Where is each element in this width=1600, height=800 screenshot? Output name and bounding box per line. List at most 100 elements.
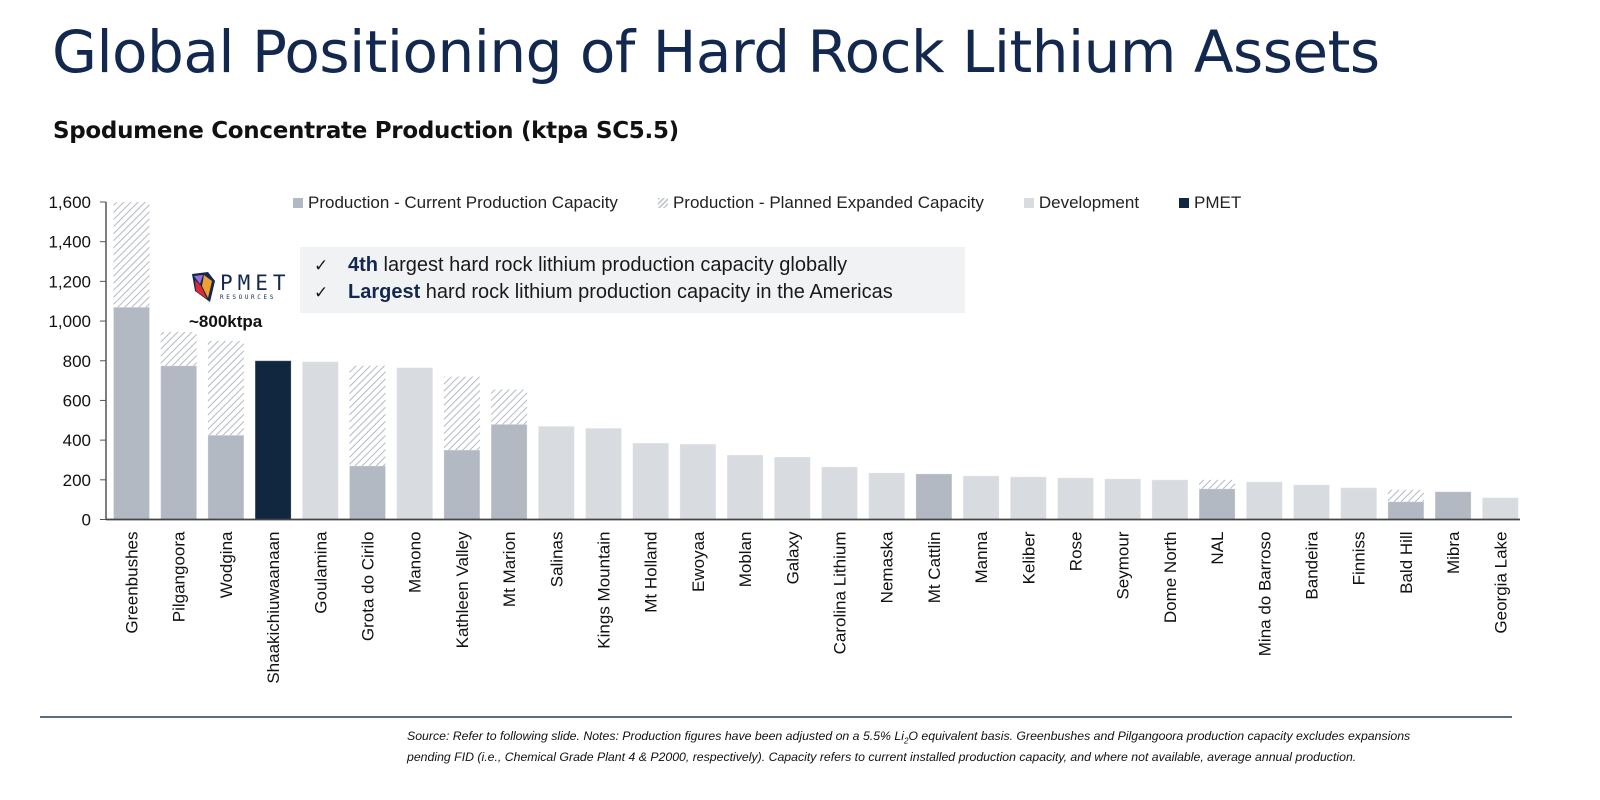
bar-planned-expansion xyxy=(160,331,197,366)
y-tick-label: 400 xyxy=(63,431,91,450)
bar-current-capacity xyxy=(443,449,481,520)
bar-current-capacity xyxy=(915,473,953,520)
y-tick-label: 1,000 xyxy=(48,312,91,331)
callout-text: largest hard rock lithium production cap… xyxy=(378,254,848,276)
bar-current-capacity xyxy=(1198,488,1236,520)
bar-group xyxy=(537,425,575,520)
bar-current-capacity xyxy=(349,465,386,520)
bar-development xyxy=(537,425,575,520)
bar-development xyxy=(1104,478,1142,520)
x-tick-label: Ewoyaa xyxy=(689,531,708,592)
logo-subtext: RESOURCES xyxy=(220,294,276,301)
x-tick-label: Rose xyxy=(1067,532,1086,572)
footer-divider xyxy=(40,716,1512,718)
callout-bold: 4th xyxy=(348,254,378,276)
bar-group xyxy=(207,340,245,520)
page-title: Global Positioning of Hard Rock Lithium … xyxy=(52,18,1380,86)
bar-current-capacity xyxy=(1387,501,1425,520)
bar-planned-expansion xyxy=(113,202,150,308)
y-tick-label: 0 xyxy=(82,511,91,530)
bar-pmet xyxy=(254,360,292,520)
bar-current-capacity xyxy=(113,306,150,520)
checkmark-icon: ✓ xyxy=(314,256,329,276)
x-tick-label: Manna xyxy=(972,531,991,584)
legend-label: Development xyxy=(1038,193,1140,212)
legend-item-development: Development xyxy=(1023,193,1140,213)
bar-group xyxy=(349,365,386,520)
y-tick-label: 600 xyxy=(63,391,91,410)
bar-development xyxy=(396,367,434,520)
bar-group xyxy=(821,466,858,520)
callout-text: hard rock lithium production capacity in… xyxy=(420,281,893,303)
bar-current-capacity xyxy=(490,423,528,520)
bar-planned-expansion xyxy=(1199,479,1236,489)
bar-group xyxy=(632,442,670,520)
bar-group xyxy=(443,376,481,520)
x-tick-label: Seymour xyxy=(1114,531,1133,599)
bar-development xyxy=(1481,497,1519,520)
x-tick-label: Kings Mountain xyxy=(595,532,614,649)
x-tick-label: Georgia Lake xyxy=(1491,532,1510,634)
x-tick-label: Kathleen Valley xyxy=(453,531,472,648)
bar-planned-expansion xyxy=(491,389,528,425)
x-tick-label: Mibra xyxy=(1444,531,1463,574)
x-tick-label: Salinas xyxy=(547,532,566,588)
pmet-capacity-annotation: ~800ktpa xyxy=(189,312,263,331)
bar-group xyxy=(1387,489,1425,520)
y-tick-label: 200 xyxy=(63,471,91,490)
bar-group xyxy=(1057,477,1094,520)
y-axis: 0 200 400 600 800 1,000 1,200 1,400 1,600 xyxy=(48,193,107,530)
legend-item-expanded: Production - Planned Expanded Capacity xyxy=(657,193,984,213)
x-tick-label: Galaxy xyxy=(783,531,802,584)
bar-development xyxy=(868,472,906,520)
legend-label: Production - Current Production Capacity xyxy=(308,193,618,212)
x-tick-label: Pilgangoora xyxy=(170,531,189,622)
bar-development xyxy=(1340,487,1378,520)
x-axis-labels: Greenbushes Pilgangoora Wodgina Shaakichiuw… xyxy=(123,531,1511,684)
bar-group xyxy=(1198,479,1236,520)
pmet-crystal-logo-icon xyxy=(192,272,215,302)
footnote-text: O equivalent basis. Greenbushes and Pilg… xyxy=(407,729,1411,765)
bar-group xyxy=(396,367,434,520)
x-tick-label: Nemaska xyxy=(878,531,897,603)
legend-swatch-development xyxy=(1023,198,1034,208)
callout-bold: Largest xyxy=(348,281,421,303)
highlights-callout: ✓ 4th largest hard rock lithium productio… xyxy=(300,247,965,313)
footnote-text: Source: Refer to following slide. Notes:… xyxy=(407,729,904,743)
bar-group xyxy=(1151,479,1189,520)
bar-development xyxy=(632,442,670,520)
legend-item-current: Production - Current Production Capacity xyxy=(293,193,618,213)
legend-label: Production - Planned Expanded Capacity xyxy=(672,193,984,212)
x-tick-label: Mt Holland xyxy=(642,532,661,613)
bar-development xyxy=(1151,479,1189,520)
x-tick-label: Mt Marion xyxy=(500,532,519,608)
callout-line: ✓ Largest hard rock lithium production ca… xyxy=(314,281,893,304)
bar-current-capacity xyxy=(207,434,245,520)
x-tick-label: Greenbushes xyxy=(123,532,142,634)
bar-group xyxy=(1293,484,1330,520)
x-tick-label: Mina do Barroso xyxy=(1255,532,1274,657)
x-tick-label: Bald Hill xyxy=(1397,532,1416,594)
bar-planned-expansion xyxy=(207,340,244,436)
bar-planned-expansion xyxy=(1387,489,1424,502)
x-tick-label: Mt Cattlin xyxy=(925,532,944,604)
bar-group xyxy=(679,443,717,520)
x-tick-label: Bandeira xyxy=(1303,531,1322,600)
bar-development xyxy=(1009,476,1047,520)
bar-group xyxy=(1009,476,1047,520)
x-tick-label: Moblan xyxy=(736,532,755,588)
y-tick-label: 1,400 xyxy=(48,233,91,252)
x-tick-label: Shaakichiuwaanaan xyxy=(264,532,283,684)
bar-group xyxy=(868,472,906,520)
x-tick-label: Wodgina xyxy=(217,531,236,598)
x-tick-label: Finniss xyxy=(1350,532,1369,586)
x-tick-label: Goulamina xyxy=(311,531,330,614)
y-tick-label: 1,600 xyxy=(48,193,91,212)
legend-item-pmet: PMET xyxy=(1179,193,1241,213)
x-tick-label: Keliber xyxy=(1019,531,1038,584)
bar-development xyxy=(821,466,858,520)
bar-development xyxy=(301,361,339,520)
legend-swatch-current xyxy=(293,198,303,208)
bar-group xyxy=(490,389,528,520)
bar-group xyxy=(773,456,811,520)
